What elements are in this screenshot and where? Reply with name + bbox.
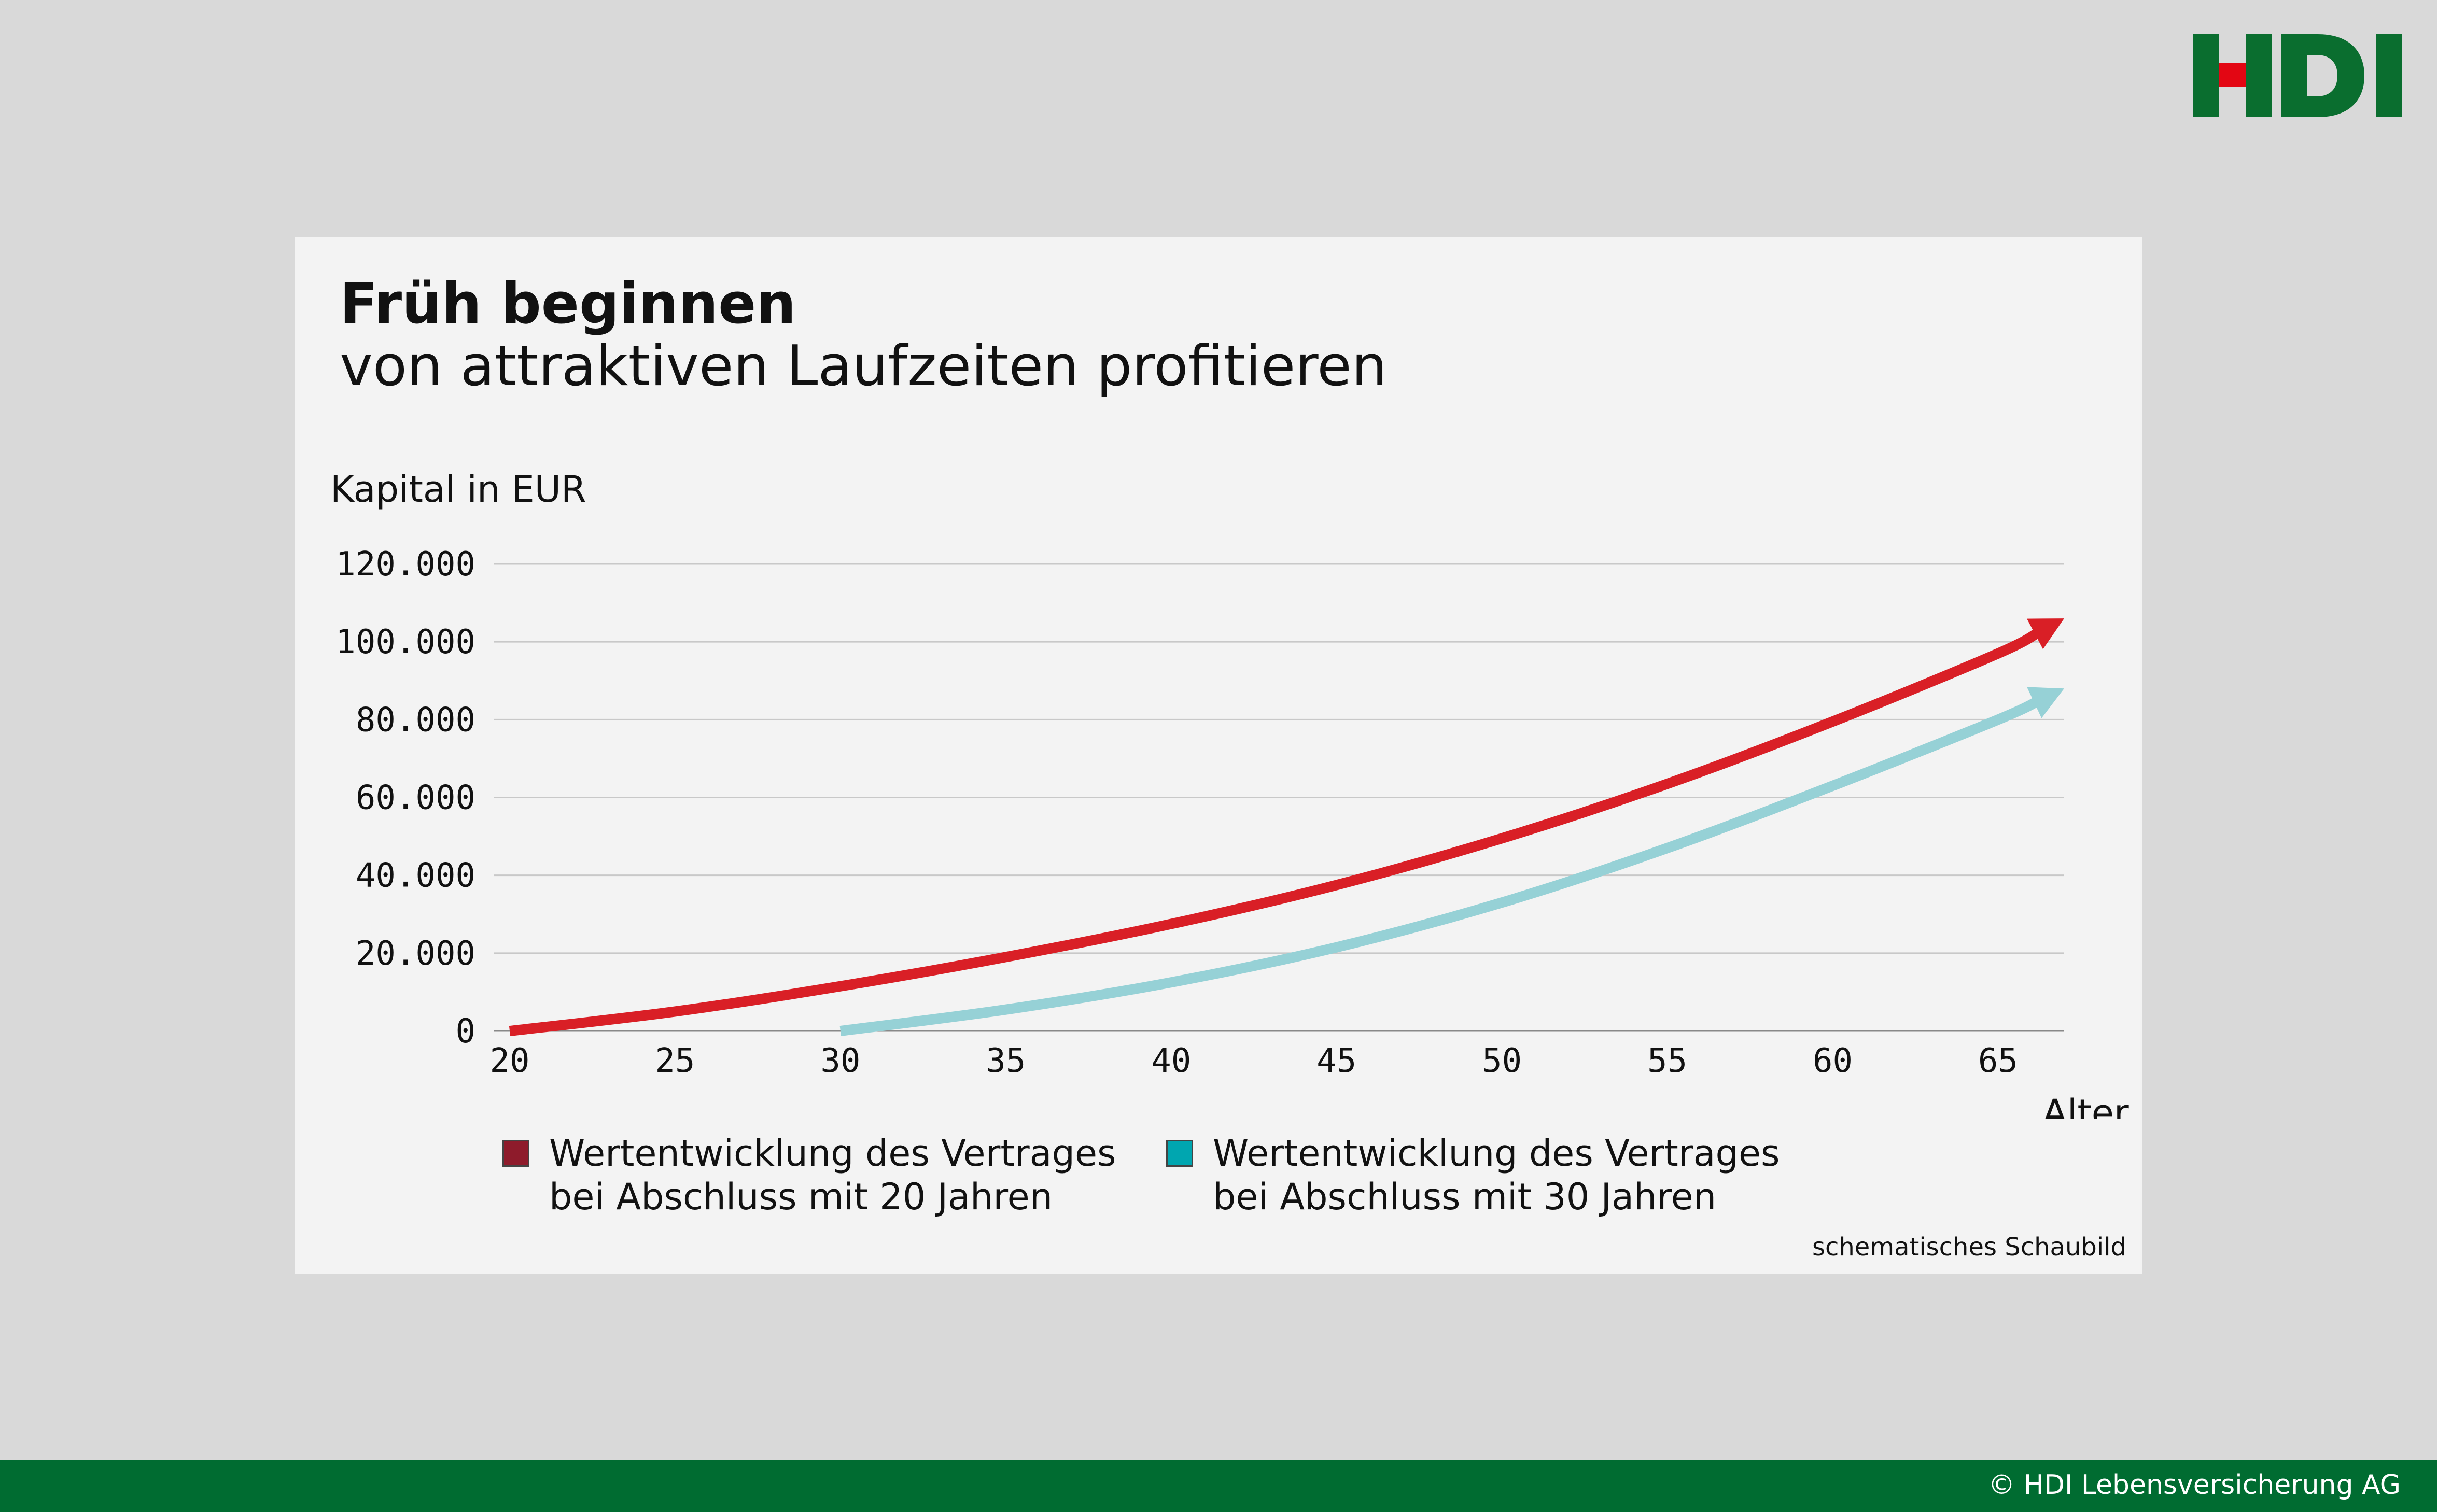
x-tick-label: 40 <box>1151 1042 1191 1080</box>
x-axis-label: Alter <box>2042 1092 2129 1119</box>
legend-label-30-line2: bei Abschluss mit 30 Jahren <box>1213 1176 1717 1218</box>
logo-h-left-stem <box>2193 34 2219 117</box>
x-tick-label: 30 <box>820 1042 860 1080</box>
legend-label-20-line1: Wertentwicklung des Vertrages <box>549 1132 1116 1175</box>
y-tick-label: 20.000 <box>356 935 475 973</box>
legend-item-30: Wertentwicklung des Vertrages bei Abschl… <box>1166 1132 1780 1219</box>
x-tick-label: 20 <box>489 1042 529 1080</box>
series-line-0 <box>509 626 2044 1036</box>
y-tick-label: 100.000 <box>335 623 475 661</box>
legend-label-30-line1: Wertentwicklung des Vertrages <box>1213 1132 1780 1175</box>
x-tick-label: 55 <box>1647 1042 1687 1080</box>
logo-h-bar <box>2219 63 2246 87</box>
x-tick-label: 65 <box>1978 1042 2018 1080</box>
x-tick-label: 35 <box>986 1042 1026 1080</box>
x-axis-ticks: 20 25 30 35 40 45 50 55 60 65 <box>489 1042 2018 1080</box>
chart-card: Früh beginnen von attraktiven Laufzeiten… <box>295 237 2142 1274</box>
y-tick-label: 120.000 <box>335 545 475 584</box>
legend-label-20: Wertentwicklung des Vertrages bei Abschl… <box>549 1132 1116 1219</box>
y-tick-label: 0 <box>455 1012 475 1051</box>
logo-i-letter <box>2376 34 2402 117</box>
legend-label-30: Wertentwicklung des Vertrages bei Abschl… <box>1213 1132 1780 1219</box>
legend-swatch-20 <box>502 1140 529 1167</box>
series-lines <box>509 618 2064 1036</box>
y-tick-label: 40.000 <box>356 857 475 895</box>
x-tick-label: 60 <box>1813 1042 1853 1080</box>
y-axis-ticks: 0 20.000 40.000 60.000 80.000 100.000 120.000 <box>335 545 475 1051</box>
legend-swatch-30 <box>1166 1140 1193 1167</box>
chart-subtitle: von attraktiven Laufzeiten profitieren <box>340 334 1388 399</box>
legend-label-20-line2: bei Abschluss mit 20 Jahren <box>549 1176 1053 1218</box>
logo-d-letter <box>2281 34 2364 117</box>
y-axis-label: Kapital in EUR <box>330 468 586 511</box>
y-tick-label: 80.000 <box>356 701 475 739</box>
copyright-text: © HDI Lebensversicherung AG <box>1988 1469 2401 1501</box>
hdi-logo <box>2193 34 2402 117</box>
x-tick-label: 25 <box>655 1042 695 1080</box>
legend-item-20: Wertentwicklung des Vertrages bei Abschl… <box>502 1132 1116 1219</box>
logo-h-right-stem <box>2246 34 2272 117</box>
series-arrowhead-1 <box>2027 687 2064 718</box>
footer-bar: © HDI Lebensversicherung AG <box>0 1460 2437 1512</box>
x-tick-label: 45 <box>1316 1042 1356 1080</box>
line-chart: Kapital in EUR 0 20.000 40.000 60.000 80.000… <box>330 468 2129 1119</box>
x-tick-label: 50 <box>1482 1042 1522 1080</box>
chart-title: Früh beginnen <box>340 272 796 336</box>
series-line-1 <box>839 695 2043 1036</box>
y-tick-label: 60.000 <box>356 779 475 817</box>
schematic-note: schematisches Schaubild <box>1812 1233 2126 1262</box>
series-arrowhead-0 <box>2027 618 2064 649</box>
